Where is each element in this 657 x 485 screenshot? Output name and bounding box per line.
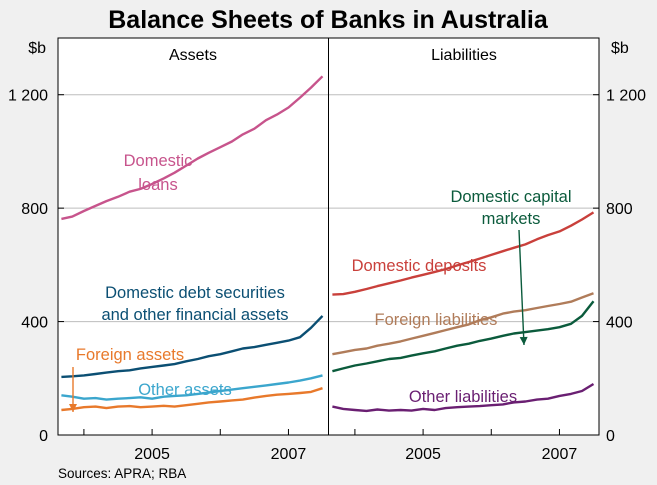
series-label: Domestic <box>124 152 193 170</box>
panel-titles: Assets Liabilities <box>169 47 497 64</box>
series-line <box>332 382 595 413</box>
panel-title: Assets <box>169 47 217 64</box>
series-label: Other liabilities <box>409 388 517 406</box>
chart-title: Balance Sheets of Banks in Australia <box>108 6 549 34</box>
y-tick-label: 800 <box>21 201 48 218</box>
arrow-head <box>69 404 77 412</box>
panel-title: Liabilities <box>431 47 497 64</box>
series-line <box>332 292 594 356</box>
y-tick-label: 1 200 <box>8 88 48 105</box>
y-axis-left: 0 400 800 1 200 <box>8 88 64 445</box>
series-line <box>61 75 324 221</box>
x-tick-label: 2007 <box>271 446 307 463</box>
x-tick-label: 2005 <box>134 446 170 463</box>
annotation-arrows <box>69 229 528 412</box>
y-tick-label: 0 <box>39 428 48 445</box>
series-line <box>61 374 323 401</box>
series-line <box>61 315 324 379</box>
series-label: markets <box>482 210 541 228</box>
series-line <box>332 211 595 296</box>
x-tick-label: 2007 <box>542 446 578 463</box>
y-tick-label: 0 <box>606 428 615 445</box>
series-label: Foreign liabilities <box>375 311 498 329</box>
series-label: Domestic debt securities <box>105 284 285 302</box>
series-labels: Domestic loans Domestic debt securities and… <box>76 152 572 406</box>
series-label: Domestic deposits <box>352 257 487 275</box>
plot-frame <box>57 37 600 436</box>
series-line <box>61 387 323 412</box>
x-tick-label: 2005 <box>405 446 441 463</box>
y-tick-label: 400 <box>21 315 48 332</box>
y-unit-left: $b <box>28 40 46 57</box>
arrow-head <box>519 336 528 345</box>
y-tick-label: 400 <box>606 315 633 332</box>
y-tick-label: 1 200 <box>606 88 646 105</box>
y-tick-label: 800 <box>606 201 633 218</box>
series-label: loans <box>138 176 177 194</box>
y-axis-right: 0 400 800 1 200 <box>593 88 646 445</box>
series-label: Domestic capital <box>450 188 571 206</box>
x-axis: 2005 2007 2005 2007 <box>83 429 578 463</box>
series-label: and other financial assets <box>101 306 288 324</box>
series-lines <box>61 75 595 413</box>
series-line <box>332 300 595 373</box>
series-label: Other assets <box>138 381 232 399</box>
series-label: Foreign assets <box>76 346 184 364</box>
source-note: Sources: APRA; RBA <box>58 466 186 481</box>
arrow-line <box>518 229 525 346</box>
y-unit-right: $b <box>611 40 629 57</box>
